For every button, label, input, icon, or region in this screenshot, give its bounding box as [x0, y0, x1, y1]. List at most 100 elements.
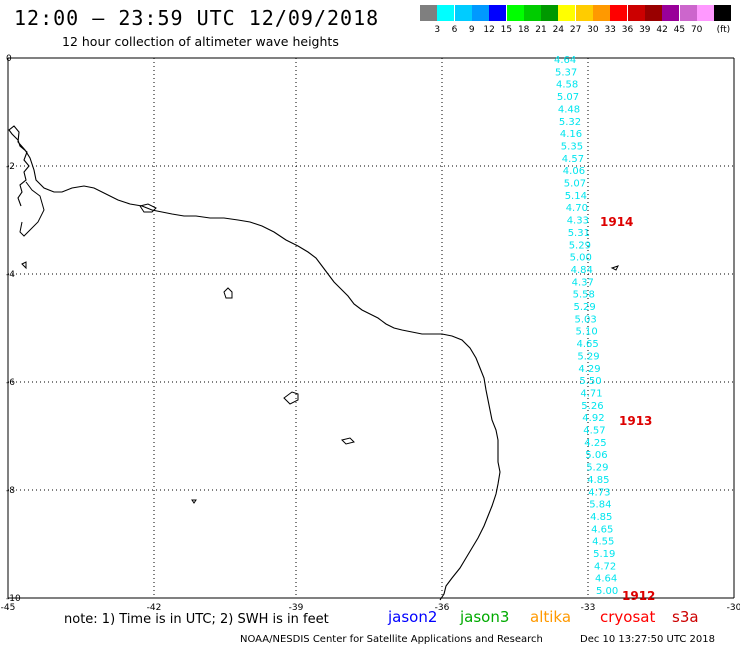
legend-label: 21: [535, 25, 547, 35]
swh-value: 5.32: [559, 117, 581, 128]
legend-swatch: [471, 5, 489, 21]
island-4: [341, 437, 355, 445]
swh-value: 4.57: [562, 154, 584, 165]
map-title: 12:00 — 23:59 UTC 12/09/2018: [14, 6, 380, 30]
lon-tick-label: -30: [727, 603, 740, 613]
swh-value: 5.84: [589, 500, 611, 511]
swh-value: 4.64: [595, 574, 617, 585]
axis-labels: -45 -42 -39 -36 -33 -30 0 -2 -4 -6 -8 -10: [1, 54, 740, 613]
swh-value: 4.71: [580, 388, 602, 399]
legend-label: 27: [569, 25, 582, 35]
legend-swatch: [437, 5, 455, 21]
swh-value: 4.37: [572, 277, 594, 288]
swh-value: 4.25: [584, 438, 606, 449]
swh-value: 5.26: [581, 401, 603, 412]
swh-value: 5.50: [579, 376, 601, 387]
track-id-label: 1914: [600, 215, 633, 229]
legend-swatch: [610, 5, 628, 21]
legend-swatch: [696, 5, 714, 21]
legend-swatch: [489, 5, 507, 21]
lon-tick-label: -39: [289, 603, 304, 613]
legend-label: 70: [690, 25, 703, 35]
coastline: [8, 125, 501, 601]
legend-swatch: [454, 5, 472, 21]
swh-value: 5.19: [593, 549, 615, 560]
lat-tick-label: -8: [6, 486, 15, 496]
swh-value: 5.00: [596, 586, 618, 597]
swh-value: 5.00: [570, 253, 592, 264]
swh-value: 4.58: [556, 80, 578, 91]
legend-label: 6: [451, 25, 458, 35]
legend-label: 12: [483, 25, 495, 35]
legend-swatch: [558, 5, 576, 21]
legend-label: 39: [639, 25, 651, 35]
legend-label: 33: [604, 25, 616, 35]
swh-value: 5.29: [569, 240, 591, 251]
lat-tick-label: -2: [6, 162, 15, 172]
legend-swatch: [541, 5, 559, 21]
generation-timestamp: Dec 10 13:27:50 UTC 2018: [580, 634, 715, 645]
coastline-inlet: [19, 181, 45, 237]
island-5: [610, 265, 619, 271]
legend-label: 45: [673, 25, 686, 35]
legend-swatch: [662, 5, 680, 21]
legend-swatch: [506, 5, 524, 21]
swh-value: 5.29: [586, 463, 608, 474]
legend-swatch: [575, 5, 593, 21]
legend-unit: (ft): [716, 25, 731, 35]
swh-value: 5.29: [577, 351, 599, 362]
satellite-label: cryosat: [600, 608, 656, 626]
legend-label: 30: [587, 25, 599, 35]
swh-value: 4.70: [566, 203, 588, 214]
island-7: [191, 499, 197, 504]
swh-value: 4.85: [590, 512, 612, 523]
lat-tick-label: -6: [6, 378, 15, 388]
credit-text: NOAA/NESDIS Center for Satellite Applica…: [240, 634, 543, 645]
lon-tick-label: -45: [1, 603, 16, 613]
swh-value: 4.85: [587, 475, 609, 486]
legend-swatch: [714, 5, 732, 21]
swh-value: 4.16: [560, 129, 582, 140]
swh-value: 4.65: [591, 524, 613, 535]
swh-value: 5.03: [575, 314, 597, 325]
legend-swatch: [523, 5, 541, 21]
swh-value: 4.72: [594, 561, 616, 572]
swh-value: 4.84: [571, 265, 593, 276]
swh-value: 4.33: [567, 216, 589, 227]
legend-label: 9: [468, 25, 475, 35]
lat-tick-label: -10: [6, 594, 21, 604]
island-1: [139, 203, 157, 213]
swh-value: 5.10: [576, 327, 598, 338]
island-3: [283, 391, 299, 405]
legend-label: 3: [434, 25, 441, 35]
track-id-label: 1913: [619, 414, 652, 428]
swh-value: 5.31: [568, 228, 590, 239]
swh-value: 4.65: [577, 339, 599, 350]
legend-label: 18: [517, 25, 530, 35]
legend-label: 42: [656, 25, 668, 35]
island-2: [223, 287, 233, 299]
swh-value: 4.29: [578, 364, 600, 375]
legend-swatch: [627, 5, 645, 21]
legend-label: 15: [500, 25, 513, 35]
legend-label: 36: [621, 25, 634, 35]
swh-value: 5.07: [564, 179, 586, 190]
legend-swatch: [420, 5, 437, 21]
legend-label: 24: [552, 25, 565, 35]
swh-value: 5.58: [573, 290, 595, 301]
swh-value: 4.57: [583, 426, 605, 437]
swh-value: 4.55: [592, 537, 614, 548]
legend-swatch: [644, 5, 662, 21]
track-id-labels: 1914 1913 1912: [600, 215, 655, 603]
swh-value: 4.73: [588, 487, 610, 498]
swh-value: 4.06: [563, 166, 585, 177]
legend-swatch: [593, 5, 610, 21]
swh-value: 4.64: [554, 55, 576, 66]
swh-value: 5.14: [565, 191, 587, 202]
lon-tick-label: -36: [435, 603, 450, 613]
island-6: [21, 261, 27, 270]
legend-swatch: [679, 5, 697, 21]
footer-note: note: 1) Time is in UTC; 2) SWH is in fe…: [64, 612, 329, 627]
swh-value: 5.37: [555, 67, 577, 78]
